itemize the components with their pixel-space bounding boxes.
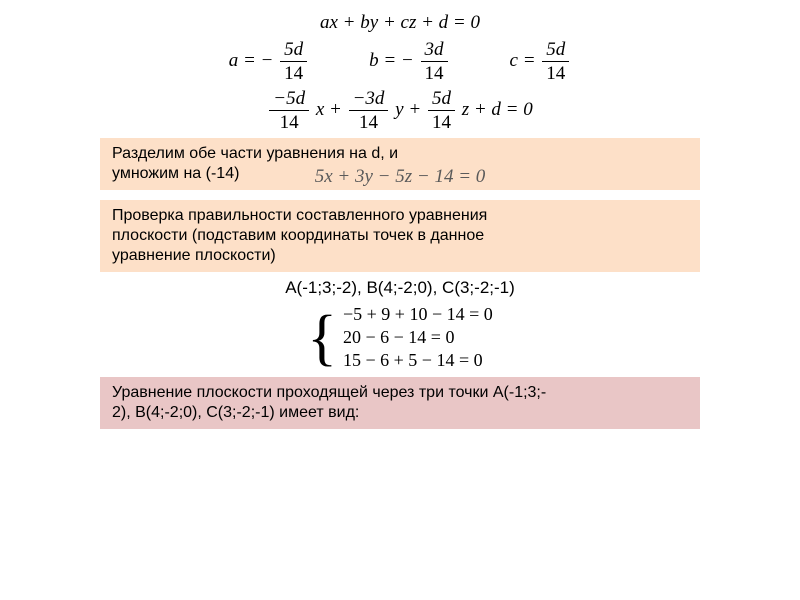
coeff-a: a = − 5d 14 xyxy=(229,40,309,83)
coeff-b: b = − 3d 14 xyxy=(369,40,449,83)
eq2-f3: 5d 14 xyxy=(428,89,455,132)
eq2-f1-num: −5d xyxy=(269,89,309,111)
eq2-f2-den: 14 xyxy=(349,111,389,132)
coeff-a-frac: 5d 14 xyxy=(280,40,307,83)
coeff-b-den: 14 xyxy=(421,62,448,83)
system-rows: −5 + 9 + 10 − 14 = 0 20 − 6 − 14 = 0 15 … xyxy=(343,304,493,371)
coeff-b-frac: 3d 14 xyxy=(421,40,448,83)
eq2-v3: z + d = 0 xyxy=(462,99,533,120)
coeff-a-den: 14 xyxy=(280,62,307,83)
eq2-f2: −3d 14 xyxy=(349,89,389,132)
eq2-f1-den: 14 xyxy=(269,111,309,132)
box3-line2: 2), B(4;-2;0), C(3;-2;-1) имеет вид: xyxy=(112,403,688,423)
coeff-c-den: 14 xyxy=(542,62,569,83)
verification-system: { −5 + 9 + 10 − 14 = 0 20 − 6 − 14 = 0 1… xyxy=(40,304,760,371)
coeff-b-lhs: b = − xyxy=(369,50,414,71)
eq2-f1: −5d 14 xyxy=(269,89,309,132)
points-list: A(-1;3;-2), B(4;-2;0), C(3;-2;-1) xyxy=(40,278,760,298)
eq2-f3-num: 5d xyxy=(428,89,455,111)
equation-simplified: 5x + 3y − 5z − 14 = 0 xyxy=(40,166,760,188)
box1-line1: Разделим обе части уравнения на d, и xyxy=(112,144,688,164)
system-r2: 20 − 6 − 14 = 0 xyxy=(343,327,493,348)
eq2-f2-num: −3d xyxy=(349,89,389,111)
eq2-f3-den: 14 xyxy=(428,111,455,132)
coeff-b-num: 3d xyxy=(421,40,448,62)
eq1-text: ax + by + cz + d = 0 xyxy=(320,12,480,33)
eq2-v1: x + xyxy=(316,99,342,120)
coeff-c-frac: 5d 14 xyxy=(542,40,569,83)
system-r1: −5 + 9 + 10 − 14 = 0 xyxy=(343,304,493,325)
box2-line1: Проверка правильности составленного урав… xyxy=(112,206,688,226)
system-r3: 15 − 6 + 5 − 14 = 0 xyxy=(343,350,493,371)
coeff-a-lhs: a = − xyxy=(229,50,274,71)
result-box: Уравнение плоскости проходящей через три… xyxy=(100,377,700,429)
coeff-c-num: 5d xyxy=(542,40,569,62)
coefficients-row: a = − 5d 14 b = − 3d 14 c = 5d 14 xyxy=(40,40,760,83)
coeff-c: c = 5d 14 xyxy=(510,40,572,83)
eq2-v2: y + xyxy=(395,99,421,120)
box2-line2: плоскости (подставим координаты точек в … xyxy=(112,226,688,246)
equation-substituted: −5d 14 x + −3d 14 y + 5d 14 z + d = 0 xyxy=(40,89,760,132)
coeff-c-lhs: c = xyxy=(510,50,536,71)
equation-general: ax + by + cz + d = 0 xyxy=(40,12,760,34)
system-brace: { xyxy=(307,307,337,369)
verification-box: Проверка правильности составленного урав… xyxy=(100,200,700,272)
box2-line3: уравнение плоскости) xyxy=(112,246,688,266)
coeff-a-num: 5d xyxy=(280,40,307,62)
box3-line1: Уравнение плоскости проходящей через три… xyxy=(112,383,688,403)
